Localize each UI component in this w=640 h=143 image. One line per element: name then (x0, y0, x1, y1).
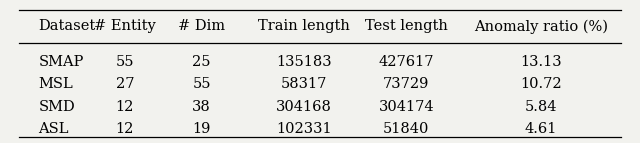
Text: 55: 55 (116, 55, 134, 69)
Text: # Dim: # Dim (178, 19, 225, 33)
Text: Test length: Test length (365, 19, 448, 33)
Text: 304174: 304174 (379, 100, 434, 114)
Text: 51840: 51840 (383, 122, 429, 136)
Text: 27: 27 (116, 77, 134, 91)
Text: 55: 55 (193, 77, 211, 91)
Text: 135183: 135183 (276, 55, 332, 69)
Text: 12: 12 (116, 122, 134, 136)
Text: 5.84: 5.84 (525, 100, 557, 114)
Text: Dataset: Dataset (38, 19, 95, 33)
Text: 25: 25 (193, 55, 211, 69)
Text: 427617: 427617 (379, 55, 434, 69)
Text: # Entity: # Entity (94, 19, 156, 33)
Text: SMD: SMD (38, 100, 75, 114)
Text: 4.61: 4.61 (525, 122, 557, 136)
Text: 19: 19 (193, 122, 211, 136)
Text: Anomaly ratio (%): Anomaly ratio (%) (474, 19, 608, 34)
Text: 12: 12 (116, 100, 134, 114)
Text: 73729: 73729 (383, 77, 429, 91)
Text: 304168: 304168 (276, 100, 332, 114)
Text: 58317: 58317 (281, 77, 327, 91)
Text: SMAP: SMAP (38, 55, 84, 69)
Text: 38: 38 (192, 100, 211, 114)
Text: 13.13: 13.13 (520, 55, 562, 69)
Text: MSL: MSL (38, 77, 73, 91)
Text: 102331: 102331 (276, 122, 332, 136)
Text: 10.72: 10.72 (520, 77, 562, 91)
Text: ASL: ASL (38, 122, 69, 136)
Text: Train length: Train length (258, 19, 350, 33)
